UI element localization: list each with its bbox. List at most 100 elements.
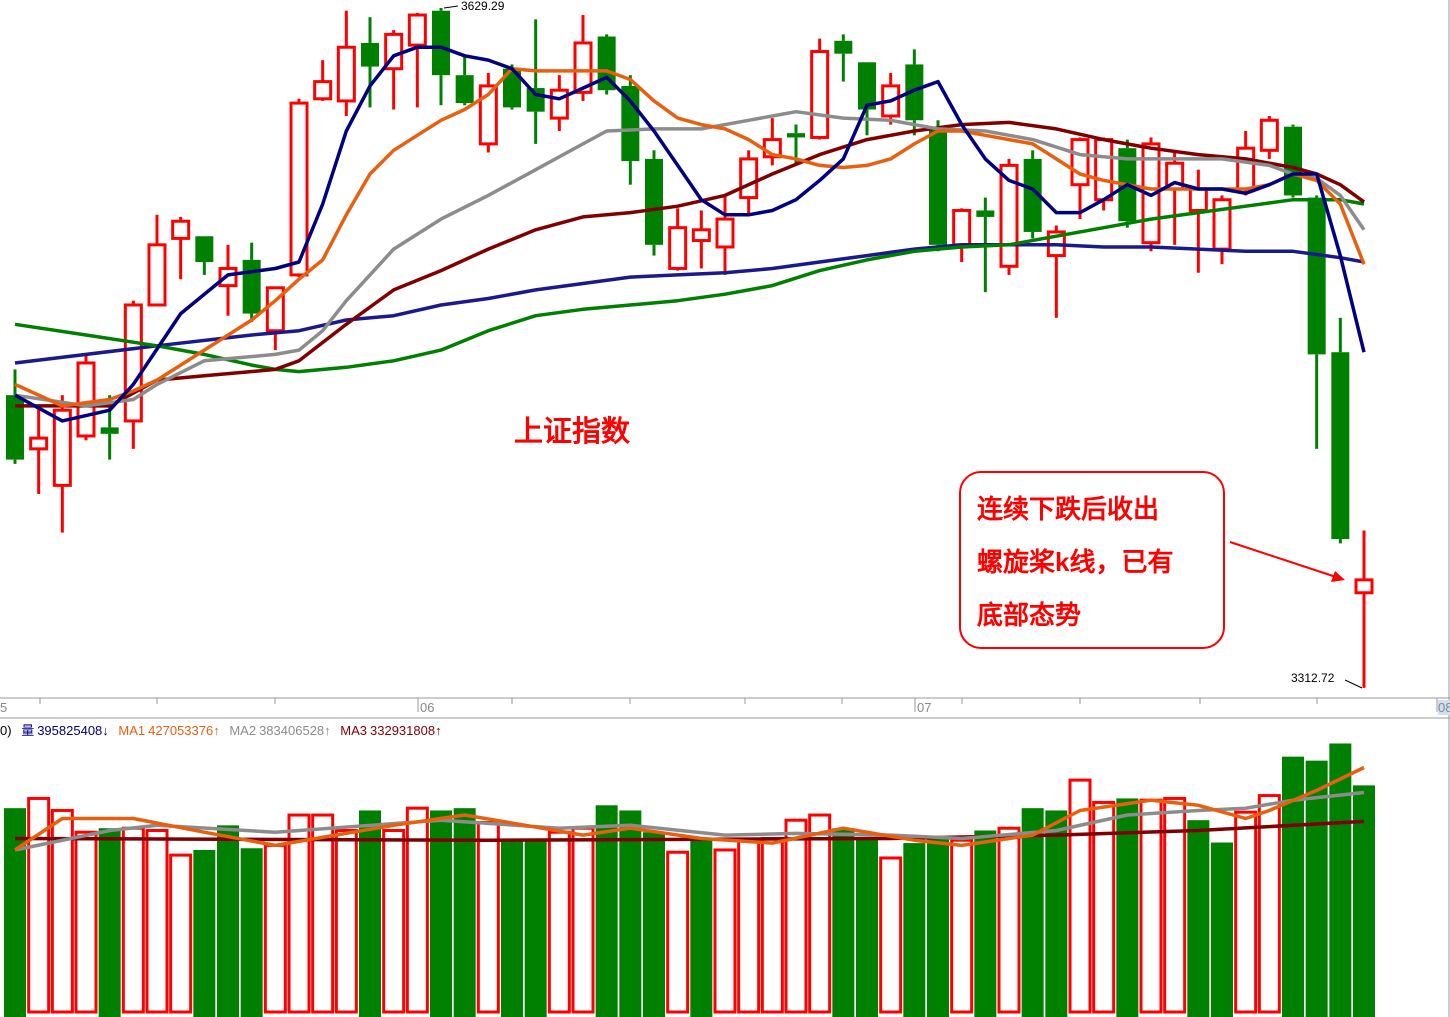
legend-vol-label: 量	[21, 723, 35, 738]
candle-body	[432, 10, 450, 76]
candle	[171, 216, 191, 280]
candle	[762, 118, 782, 166]
candle-body	[29, 436, 49, 451]
candle-body	[1354, 578, 1374, 595]
candle-body	[147, 243, 167, 307]
volume-bar	[1045, 810, 1068, 1017]
candle	[1354, 530, 1374, 688]
volume-ma1-line	[14, 765, 1365, 852]
volume-bar	[927, 838, 949, 1017]
ma30-line	[15, 120, 1366, 408]
volume-bar	[903, 843, 926, 1017]
candle-body	[526, 88, 545, 112]
volume-bar	[808, 813, 832, 1014]
candle-body	[787, 133, 805, 138]
volume-bar	[1092, 800, 1116, 1014]
candle	[76, 354, 96, 441]
legend-ma1-label: MA1	[118, 723, 146, 738]
volume-bar	[619, 810, 642, 1017]
candle	[29, 405, 49, 494]
volume-bar	[1068, 778, 1092, 1014]
volume-bar	[784, 818, 808, 1014]
chart-title: 上证指数	[514, 416, 631, 448]
candle	[1307, 195, 1326, 449]
candle-body	[1023, 158, 1042, 232]
candle-body	[171, 219, 191, 240]
candle	[739, 150, 759, 215]
candle-body	[621, 85, 640, 162]
volume-bar	[430, 810, 452, 1017]
x-label-06: 06	[420, 700, 435, 715]
volume-bar	[263, 843, 287, 1014]
volume-bar	[690, 838, 713, 1017]
volume-bar	[997, 826, 1021, 1014]
candle-body	[668, 226, 688, 270]
candle	[976, 197, 995, 293]
volume-bar	[27, 796, 51, 1014]
volume-bar	[501, 838, 523, 1017]
volume-bar	[145, 829, 169, 1014]
candle	[715, 195, 735, 275]
volume-bar	[1211, 842, 1233, 1017]
volume-bar	[974, 830, 997, 1017]
candle-body	[289, 101, 309, 277]
legend-ma2-value: 383406528↑	[259, 723, 331, 738]
candle-body	[929, 128, 947, 245]
candle	[1165, 150, 1185, 245]
volume-ma-layer	[14, 765, 1365, 852]
volume-bar	[217, 825, 239, 1017]
candle	[787, 124, 805, 166]
candle-body	[1331, 352, 1350, 540]
volume-bar	[1329, 743, 1352, 1017]
candle	[336, 10, 356, 116]
legend-ma3-label: MA3	[340, 723, 368, 738]
legend-vol-value: 395825408↓	[37, 723, 109, 738]
candle-body	[999, 163, 1019, 268]
ma5-line	[14, 45, 1366, 423]
volume-bar	[1234, 810, 1258, 1014]
candle-body	[834, 40, 853, 54]
annotation-line-2: 螺旋桨k线，已有	[977, 547, 1174, 577]
candle	[1188, 169, 1208, 273]
candle	[147, 214, 167, 307]
candle-body	[1188, 187, 1208, 212]
x-label-07: 07	[917, 700, 932, 715]
volume-bar	[666, 850, 690, 1014]
candle-body	[242, 259, 261, 314]
annotation-callout: 连续下跌后收出 螺旋桨k线，已有 底部态势	[959, 471, 1225, 649]
volume-bar	[193, 849, 216, 1017]
candle-body	[313, 80, 333, 101]
volume-bar	[1116, 798, 1139, 1017]
candle-body	[1070, 138, 1090, 187]
candle-body	[645, 158, 663, 245]
candle-body	[1236, 146, 1256, 191]
volume-bar	[547, 830, 571, 1014]
candle-body	[810, 50, 830, 139]
candle	[478, 73, 498, 153]
candle	[526, 19, 545, 144]
candle	[313, 60, 333, 101]
volume-bar	[760, 837, 784, 1014]
volume-bar	[1187, 820, 1210, 1017]
candle	[834, 34, 853, 82]
candle	[858, 62, 876, 136]
candle	[1259, 115, 1279, 159]
candle-body	[976, 210, 995, 217]
candle	[455, 55, 474, 106]
candle-body	[100, 427, 119, 434]
volume-bar	[476, 820, 500, 1014]
candle-body	[1284, 126, 1302, 196]
candle-body	[858, 62, 876, 110]
candle-body	[361, 42, 379, 67]
candle	[645, 150, 663, 256]
volume-bar	[121, 826, 145, 1014]
volume-bar	[1021, 808, 1044, 1017]
candle	[691, 210, 711, 269]
volume-bar	[595, 805, 618, 1017]
volume-bar	[311, 813, 335, 1014]
candle-body	[1307, 197, 1326, 355]
candle-body	[407, 13, 427, 47]
candle-body	[1259, 118, 1279, 152]
x-axis-ticks	[39, 698, 1438, 712]
